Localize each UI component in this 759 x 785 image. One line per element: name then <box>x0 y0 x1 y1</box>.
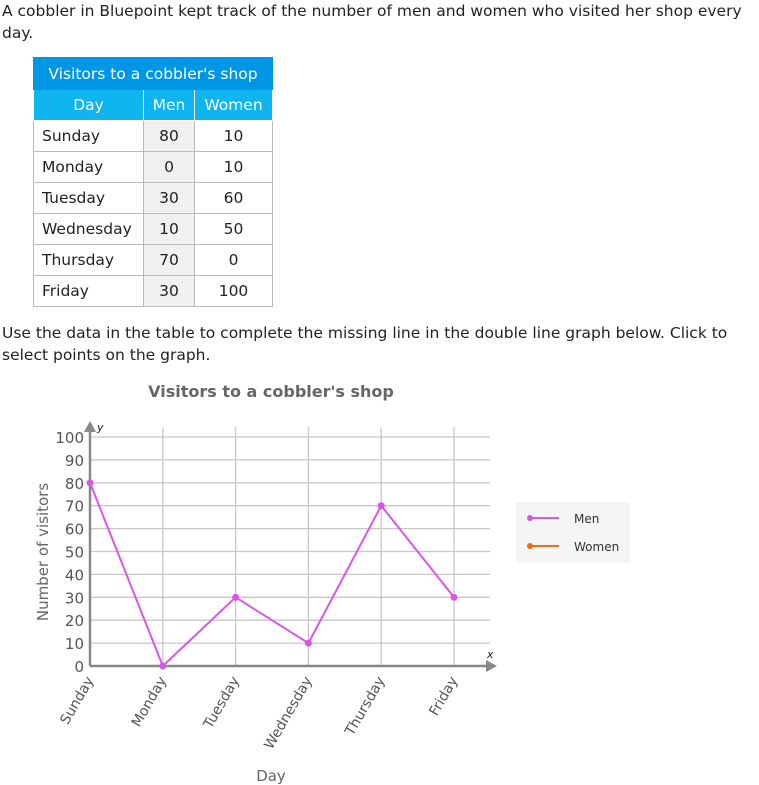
cell-men: 80 <box>143 120 195 152</box>
legend-men-label: Men <box>574 512 599 526</box>
y-tick-label: 0 <box>74 658 84 676</box>
y-tick-label: 40 <box>65 566 84 584</box>
x-tick-label: Sunday <box>57 674 97 727</box>
cell-women: 100 <box>194 275 273 307</box>
intro-text: A cobbler in Bluepoint kept track of the… <box>2 2 742 42</box>
cell-men: 30 <box>143 182 195 214</box>
cell-women: 10 <box>194 151 273 183</box>
data-table: Visitors to a cobbler's shop Day Men Wom… <box>33 57 273 307</box>
table-row: Friday 30 100 <box>33 275 273 307</box>
data-point-men <box>159 662 167 670</box>
table-row: Monday 0 10 <box>33 151 273 183</box>
y-tick-label: 80 <box>65 475 84 493</box>
legend-women-label: Women <box>574 540 619 554</box>
cell-women: 60 <box>194 182 273 214</box>
y-tick-label: 90 <box>65 452 84 470</box>
cell-day: Thursday <box>33 244 144 276</box>
y-axis-label: Number of visitors <box>34 483 52 622</box>
x-tick-label: Thursday <box>342 674 389 739</box>
x-tick-label: Friday <box>426 674 461 719</box>
data-point-men <box>450 593 458 601</box>
data-point-men <box>377 502 385 510</box>
data-point-men <box>86 479 94 487</box>
y-tick-label: 20 <box>65 612 84 630</box>
x-axis-letter: x <box>486 648 494 661</box>
chart-title: Visitors to a cobbler's shop <box>148 382 394 401</box>
cell-men: 10 <box>143 213 195 245</box>
legend-box <box>516 502 630 563</box>
x-tick-label: Wednesday <box>261 674 315 752</box>
series-line-men <box>89 482 455 668</box>
cell-day: Tuesday <box>33 182 144 214</box>
instructions-text: Use the data in the table to complete th… <box>2 324 728 364</box>
x-axis-arrow <box>486 660 497 672</box>
cell-men: 70 <box>143 244 195 276</box>
table-title: Visitors to a cobbler's shop <box>33 57 273 90</box>
cell-women: 50 <box>194 213 273 245</box>
y-tick-label: 70 <box>65 498 84 516</box>
legend: Men Women <box>516 502 630 563</box>
header-men: Men <box>143 89 195 121</box>
legend-women-marker <box>527 543 533 549</box>
y-tick-label: 30 <box>65 589 84 607</box>
legend-men-marker <box>527 515 533 521</box>
cell-women: 0 <box>194 244 273 276</box>
cell-day: Wednesday <box>33 213 144 245</box>
table-row: Sunday 80 10 <box>33 120 273 152</box>
x-tick-label: Monday <box>129 674 170 730</box>
cell-day: Sunday <box>33 120 144 152</box>
header-day: Day <box>33 89 144 121</box>
y-tick-label: 10 <box>65 635 84 653</box>
cell-day: Monday <box>33 151 144 183</box>
table-row: Wednesday 10 50 <box>33 213 273 245</box>
y-tick-label: 100 <box>55 429 84 447</box>
data-point-men <box>304 639 312 647</box>
cell-day: Friday <box>33 275 144 307</box>
x-axis-label: Day <box>256 767 286 785</box>
y-tick-label: 50 <box>65 544 84 562</box>
y-tick-label: 60 <box>65 521 84 539</box>
table-row: Thursday 70 0 <box>33 244 273 276</box>
cell-men: 0 <box>143 151 195 183</box>
data-point-men <box>232 593 240 601</box>
x-tick-label: Tuesday <box>200 674 243 732</box>
cell-men: 30 <box>143 275 195 307</box>
cell-women: 10 <box>194 120 273 152</box>
header-women: Women <box>194 89 273 121</box>
table-row: Tuesday 30 60 <box>33 182 273 214</box>
y-axis-arrow <box>84 421 96 432</box>
y-axis-letter: y <box>96 421 104 434</box>
